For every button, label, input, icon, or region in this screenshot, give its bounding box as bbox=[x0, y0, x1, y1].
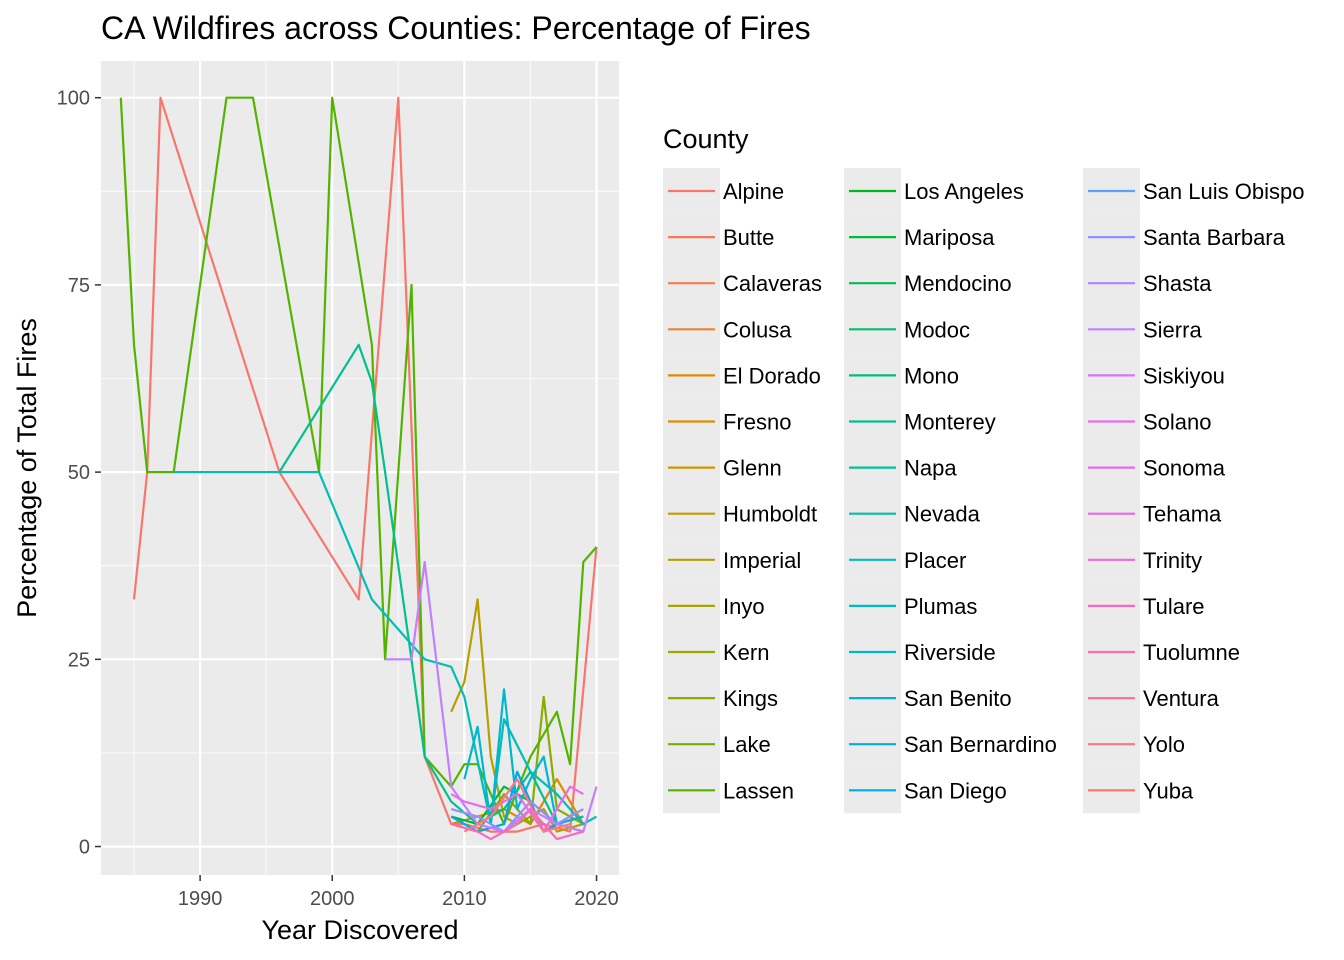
legend-label: Butte bbox=[723, 225, 774, 250]
legend-label: Shasta bbox=[1143, 271, 1212, 296]
legend-label: Siskiyou bbox=[1143, 363, 1225, 388]
y-tick-label: 50 bbox=[68, 462, 90, 484]
x-tick-label: 1990 bbox=[178, 888, 223, 910]
y-axis-title: Percentage of Total Fires bbox=[12, 318, 42, 618]
plot-panel bbox=[101, 61, 619, 875]
legend-label: Calaveras bbox=[723, 271, 822, 296]
legend-label: San Bernardino bbox=[904, 732, 1057, 757]
series-line-santa-barbara bbox=[450, 800, 584, 833]
series-line-tulare bbox=[450, 807, 584, 841]
legend-items: Alpine Butte Calaveras Colusa El Dorado Fresn… bbox=[663, 168, 1304, 814]
legend-label: Monterey bbox=[904, 410, 996, 435]
legend-label: Nevada bbox=[904, 502, 981, 527]
series-lines bbox=[119, 96, 598, 841]
y-tick-label: 25 bbox=[68, 649, 90, 671]
series-line-yolo bbox=[463, 777, 571, 833]
legend-label: Mono bbox=[904, 363, 959, 388]
legend-label: Humboldt bbox=[723, 502, 817, 527]
x-axis-title: Year Discovered bbox=[261, 915, 458, 945]
legend-label: Trinity bbox=[1143, 548, 1202, 573]
x-tick-label: 2020 bbox=[574, 888, 619, 910]
legend-label: Inyo bbox=[723, 594, 765, 619]
legend-label: El Dorado bbox=[723, 363, 821, 388]
legend: County Alpine Butte Calaveras Colusa El Dora… bbox=[663, 124, 1304, 814]
axes: 1990 2000 2010 2020 0 25 50 75 100 bbox=[57, 88, 619, 910]
legend-label: Lake bbox=[723, 732, 771, 757]
legend-label: Alpine bbox=[723, 179, 784, 204]
legend-label: Kern bbox=[723, 640, 769, 665]
legend-label: Mendocino bbox=[904, 271, 1012, 296]
legend-label: Fresno bbox=[723, 410, 791, 435]
series-line-sonoma bbox=[450, 785, 584, 833]
legend-label: Ventura bbox=[1143, 686, 1220, 711]
legend-label: Solano bbox=[1143, 410, 1212, 435]
legend-label: San Luis Obispo bbox=[1143, 179, 1304, 204]
legend-label: Glenn bbox=[723, 456, 782, 481]
legend-label: Yuba bbox=[1143, 778, 1194, 803]
legend-label: San Diego bbox=[904, 778, 1007, 803]
legend-label: Sonoma bbox=[1143, 456, 1226, 481]
legend-label: Tuolumne bbox=[1143, 640, 1240, 665]
legend-label: Los Angeles bbox=[904, 179, 1024, 204]
legend-label: San Benito bbox=[904, 686, 1012, 711]
series-line-monterey bbox=[278, 343, 584, 833]
grid-major bbox=[101, 61, 619, 875]
legend-label: Riverside bbox=[904, 640, 996, 665]
series-line-riverside bbox=[463, 688, 584, 826]
legend-label: Kings bbox=[723, 686, 778, 711]
legend-label: Tulare bbox=[1143, 594, 1205, 619]
y-tick-label: 0 bbox=[79, 837, 90, 859]
series-line-imperial bbox=[450, 598, 584, 833]
legend-label: Tehama bbox=[1143, 502, 1222, 527]
legend-label: Imperial bbox=[723, 548, 801, 573]
series-line-sierra bbox=[385, 560, 598, 833]
x-tick-label: 2010 bbox=[442, 888, 487, 910]
x-tick-label: 2000 bbox=[310, 888, 355, 910]
legend-label: Mariposa bbox=[904, 225, 995, 250]
chart-title: CA Wildfires across Counties: Percentage… bbox=[101, 10, 811, 46]
legend-label: Sierra bbox=[1143, 317, 1202, 342]
legend-label: Napa bbox=[904, 456, 957, 481]
series-line-placer bbox=[173, 471, 598, 826]
series-line-lassen bbox=[119, 96, 598, 826]
legend-label: Modoc bbox=[904, 317, 970, 342]
legend-title: County bbox=[663, 124, 749, 154]
legend-label: Placer bbox=[904, 548, 966, 573]
y-tick-label: 100 bbox=[57, 88, 90, 110]
legend-label: Plumas bbox=[904, 594, 977, 619]
legend-label: Lassen bbox=[723, 778, 794, 803]
legend-label: Yolo bbox=[1143, 732, 1185, 757]
legend-label: Santa Barbara bbox=[1143, 225, 1286, 250]
legend-label: Colusa bbox=[723, 317, 792, 342]
y-tick-label: 75 bbox=[68, 275, 90, 297]
